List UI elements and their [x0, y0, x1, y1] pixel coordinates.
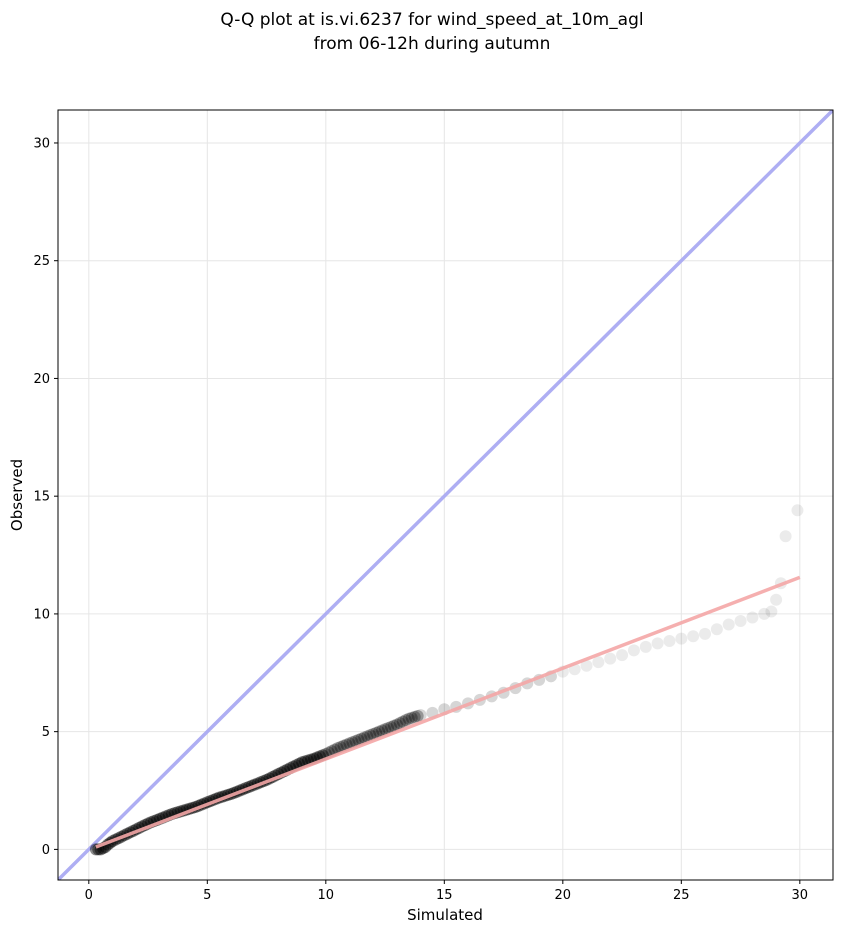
quantile-point	[663, 634, 676, 647]
quantile-point	[779, 530, 792, 543]
quantile-point	[367, 728, 380, 741]
quantile-point	[343, 737, 356, 750]
quantile-point	[592, 656, 605, 669]
quantile-point	[414, 709, 427, 722]
quantile-point	[393, 717, 406, 730]
y-tick-label: 10	[33, 607, 50, 622]
x-tick-label: 15	[436, 888, 453, 903]
quantile-point	[675, 632, 688, 645]
x-axis-ticks: 0 5 10 15 20 25 30	[85, 880, 808, 903]
identity-line	[58, 110, 833, 880]
x-tick-label: 30	[792, 888, 809, 903]
quantile-point	[376, 724, 389, 737]
quantile-point	[387, 719, 400, 732]
x-tick-label: 10	[318, 888, 335, 903]
quantile-point	[349, 735, 362, 748]
quantile-point	[358, 731, 371, 744]
quantile-point	[758, 607, 771, 620]
y-tick-label: 15	[33, 490, 50, 505]
quantile-point	[765, 605, 778, 618]
quantile-point	[352, 733, 365, 746]
quantile-points	[89, 504, 804, 856]
x-tick-label: 5	[203, 888, 211, 903]
y-tick-label: 30	[33, 136, 50, 151]
quantile-point	[334, 740, 347, 753]
quantile-point	[382, 722, 395, 735]
x-tick-label: 25	[673, 888, 690, 903]
quantile-point	[390, 718, 403, 731]
quantile-point	[396, 715, 409, 728]
quantile-point	[604, 652, 617, 665]
quantile-point	[408, 710, 421, 723]
quantile-point	[402, 712, 415, 725]
grid-lines	[58, 110, 833, 880]
quantile-point	[651, 637, 664, 650]
quantile-point	[355, 732, 368, 745]
y-tick-label: 25	[33, 254, 50, 269]
quantile-point	[364, 729, 377, 742]
quantile-point	[616, 649, 629, 662]
quantile-point	[346, 736, 359, 749]
quantile-point	[746, 611, 759, 624]
quantile-point	[791, 504, 804, 517]
y-tick-label: 20	[33, 372, 50, 387]
x-tick-label: 0	[85, 888, 93, 903]
quantile-point	[734, 614, 747, 627]
quantile-point	[770, 593, 783, 606]
y-tick-label: 0	[42, 843, 50, 858]
quantile-point	[331, 742, 344, 755]
quantile-point	[399, 714, 412, 727]
plot-frame	[57, 109, 834, 881]
quantile-point	[710, 623, 723, 636]
quantile-point	[405, 711, 418, 724]
x-axis-label: Simulated	[407, 906, 483, 924]
quantile-point	[687, 630, 700, 643]
quantile-point	[722, 618, 735, 631]
quantile-point	[384, 720, 397, 733]
quantile-point	[580, 659, 593, 672]
quantile-point	[379, 723, 392, 736]
quantile-point	[639, 640, 652, 653]
quantile-point	[373, 725, 386, 738]
quantile-point	[370, 726, 383, 739]
y-tick-label: 5	[42, 725, 50, 740]
y-axis-ticks: 0 5 10 15 20 25 30	[33, 136, 58, 858]
x-tick-label: 20	[555, 888, 572, 903]
quantile-point	[340, 738, 353, 751]
quantile-point	[337, 739, 350, 752]
chart-title-line-2: from 06-12h during autumn	[314, 34, 551, 54]
quantile-point	[361, 730, 374, 743]
quantile-point	[411, 710, 424, 723]
fit-line	[95, 575, 801, 849]
chart-title-line-1: Q-Q plot at is.vi.6237 for wind_speed_at…	[220, 10, 643, 30]
quantile-point	[627, 644, 640, 657]
y-axis-label: Observed	[8, 459, 26, 531]
quantile-point	[699, 627, 712, 640]
